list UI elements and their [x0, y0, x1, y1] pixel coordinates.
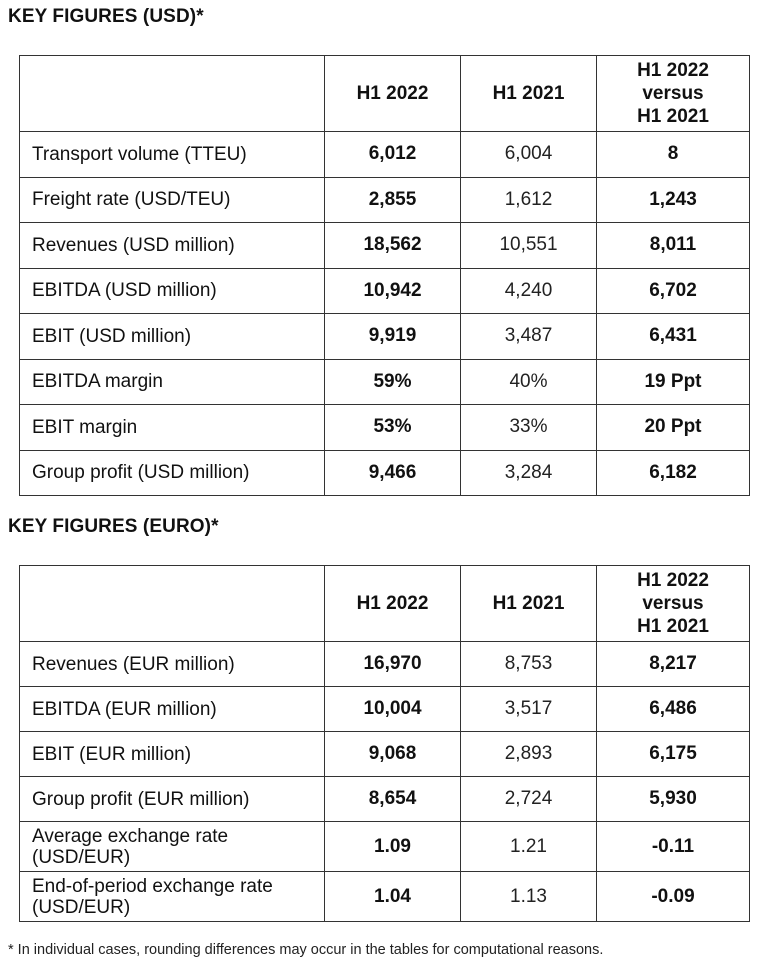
value-h1-2021: 6,004 [460, 131, 597, 178]
value-change: 20 Ppt [596, 404, 750, 451]
value-h1-2021: 2,724 [460, 776, 597, 822]
value-h1-2021: 3,284 [460, 449, 597, 496]
table-row: EBITDA (EUR million) 10,004 3,517 6,486 [19, 686, 750, 732]
value-h1-2021: 33% [460, 404, 597, 451]
value-change: 5,930 [596, 776, 750, 822]
value-h1-2022: 6,012 [324, 131, 461, 178]
value-h1-2021: 4,240 [460, 267, 597, 314]
value-change: 1,243 [596, 176, 750, 223]
value-h1-2022: 10,942 [324, 267, 461, 314]
value-change: 8 [596, 131, 750, 178]
value-h1-2021: 2,893 [460, 731, 597, 777]
header-h1-2021: H1 2021 [460, 55, 597, 132]
header-change-line2: versus [642, 593, 704, 614]
row-label-line1: Average exchange rate [32, 825, 229, 847]
table-row: EBITDA margin 59% 40% 19 Ppt [19, 358, 750, 405]
key-figures-euro-heading: KEY FIGURES (EURO)* [8, 516, 219, 537]
row-label: Average exchange rate (USD/EUR) [19, 821, 325, 872]
row-label: EBIT (EUR million) [19, 731, 325, 777]
rounding-footnote: * In individual cases, rounding differen… [8, 942, 604, 958]
table-row: EBIT (EUR million) 9,068 2,893 6,175 [19, 731, 750, 777]
value-h1-2022: 9,919 [324, 313, 461, 360]
value-h1-2021: 10,551 [460, 222, 597, 269]
table-row: EBITDA (USD million) 10,942 4,240 6,702 [19, 267, 750, 314]
value-h1-2022: 9,068 [324, 731, 461, 777]
value-change: 8,217 [596, 641, 750, 687]
row-label: End-of-period exchange rate (USD/EUR) [19, 871, 325, 922]
row-label-line2: (USD/EUR) [32, 896, 131, 918]
value-h1-2021: 1,612 [460, 176, 597, 223]
table-row: EBIT (USD million) 9,919 3,487 6,431 [19, 313, 750, 360]
value-change: 6,702 [596, 267, 750, 314]
header-empty-cell [19, 565, 325, 642]
header-change: H1 2022 versus H1 2021 [596, 55, 750, 132]
table-row: EBIT margin 53% 33% 20 Ppt [19, 404, 750, 451]
value-h1-2022: 1.09 [324, 821, 461, 872]
table-row: Group profit (USD million) 9,466 3,284 6… [19, 449, 750, 496]
row-label: Revenues (USD million) [19, 222, 325, 269]
value-change: 6,486 [596, 686, 750, 732]
value-change: -0.11 [596, 821, 750, 872]
key-figures-usd-table: H1 2022 H1 2021 H1 2022 versus H1 2021 T… [19, 55, 750, 496]
value-h1-2021: 40% [460, 358, 597, 405]
value-change: 6,182 [596, 449, 750, 496]
table-row: Revenues (EUR million) 16,970 8,753 8,21… [19, 641, 750, 687]
row-label: EBITDA margin [19, 358, 325, 405]
table-header-row: H1 2022 H1 2021 H1 2022 versus H1 2021 [19, 55, 750, 132]
row-label: Group profit (EUR million) [19, 776, 325, 822]
key-figures-euro-table: H1 2022 H1 2021 H1 2022 versus H1 2021 R… [19, 565, 750, 922]
value-change: 8,011 [596, 222, 750, 269]
header-change: H1 2022 versus H1 2021 [596, 565, 750, 642]
header-change-line1: H1 2022 [637, 60, 709, 81]
value-change: 19 Ppt [596, 358, 750, 405]
value-h1-2022: 9,466 [324, 449, 461, 496]
value-h1-2022: 8,654 [324, 776, 461, 822]
table-row: Revenues (USD million) 18,562 10,551 8,0… [19, 222, 750, 269]
value-h1-2021: 1.21 [460, 821, 597, 872]
row-label: EBIT (USD million) [19, 313, 325, 360]
value-h1-2022: 16,970 [324, 641, 461, 687]
header-empty-cell [19, 55, 325, 132]
value-change: 6,431 [596, 313, 750, 360]
header-h1-2022: H1 2022 [324, 565, 461, 642]
row-label: Revenues (EUR million) [19, 641, 325, 687]
header-change-line1: H1 2022 [637, 570, 709, 591]
value-h1-2021: 1.13 [460, 871, 597, 922]
header-h1-2021: H1 2021 [460, 565, 597, 642]
row-label: Freight rate (USD/TEU) [19, 176, 325, 223]
value-h1-2022: 2,855 [324, 176, 461, 223]
header-change-line3: H1 2021 [637, 106, 709, 127]
row-label: Group profit (USD million) [19, 449, 325, 496]
table-row: Average exchange rate (USD/EUR) 1.09 1.2… [19, 821, 750, 872]
value-h1-2021: 8,753 [460, 641, 597, 687]
table-row: Transport volume (TTEU) 6,012 6,004 8 [19, 131, 750, 178]
value-change: -0.09 [596, 871, 750, 922]
row-label-line1: End-of-period exchange rate [32, 875, 273, 897]
value-h1-2021: 3,517 [460, 686, 597, 732]
row-label: EBITDA (EUR million) [19, 686, 325, 732]
value-h1-2022: 1.04 [324, 871, 461, 922]
row-label: EBITDA (USD million) [19, 267, 325, 314]
table-row: Group profit (EUR million) 8,654 2,724 5… [19, 776, 750, 822]
table-row: Freight rate (USD/TEU) 2,855 1,612 1,243 [19, 176, 750, 223]
header-change-line3: H1 2021 [637, 616, 709, 637]
row-label: EBIT margin [19, 404, 325, 451]
row-label-line2: (USD/EUR) [32, 846, 131, 868]
header-change-line2: versus [642, 83, 704, 104]
table-row: End-of-period exchange rate (USD/EUR) 1.… [19, 871, 750, 922]
value-change: 6,175 [596, 731, 750, 777]
value-h1-2022: 18,562 [324, 222, 461, 269]
header-h1-2022: H1 2022 [324, 55, 461, 132]
value-h1-2021: 3,487 [460, 313, 597, 360]
table-header-row: H1 2022 H1 2021 H1 2022 versus H1 2021 [19, 565, 750, 642]
value-h1-2022: 59% [324, 358, 461, 405]
key-figures-usd-heading: KEY FIGURES (USD)* [8, 6, 204, 27]
value-h1-2022: 10,004 [324, 686, 461, 732]
value-h1-2022: 53% [324, 404, 461, 451]
row-label: Transport volume (TTEU) [19, 131, 325, 178]
